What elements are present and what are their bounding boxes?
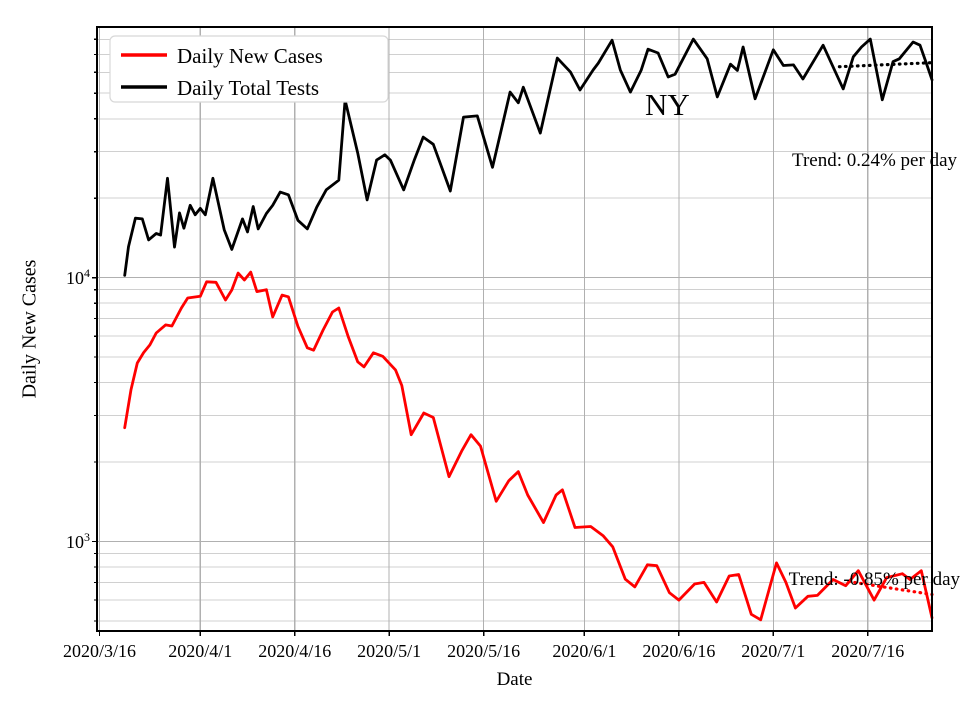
y-tick-label-1e4: 104	[66, 266, 90, 288]
y-tick-label-1e3: 103	[66, 530, 90, 552]
x-axis-title: Date	[496, 669, 533, 690]
legend-label-daily-total-tests: Daily Total Tests	[177, 76, 320, 100]
y-axis-title: Daily New Cases	[18, 259, 41, 399]
trend-line-tests	[837, 61, 934, 69]
axes-frame	[96, 26, 933, 632]
x-tick-label: 2020/5/16	[447, 641, 521, 661]
series-line-daily-new-cases	[123, 270, 934, 622]
trend-label-tests: Trend: 0.24% per day	[792, 150, 957, 171]
x-tick-label: 2020/4/16	[258, 641, 332, 661]
legend-box	[109, 35, 389, 103]
x-tick-label: 2020/4/1	[168, 641, 233, 661]
x-tick-label: 2020/3/16	[63, 641, 137, 661]
series-line-daily-total-tests	[123, 37, 934, 277]
trend-label-cases: Trend: -0.85% per day	[788, 569, 960, 590]
x-tick-label: 2020/5/1	[357, 641, 422, 661]
state-annotation: NY	[645, 87, 690, 122]
legend-label-daily-new-cases: Daily New Cases	[177, 44, 323, 68]
x-tick-label: 2020/6/1	[552, 641, 617, 661]
trend-line-cases	[847, 579, 934, 597]
x-tick-label: 2020/7/1	[741, 641, 806, 661]
x-tick-label: 2020/7/16	[831, 641, 905, 661]
x-tick-label: 2020/6/16	[642, 641, 716, 661]
